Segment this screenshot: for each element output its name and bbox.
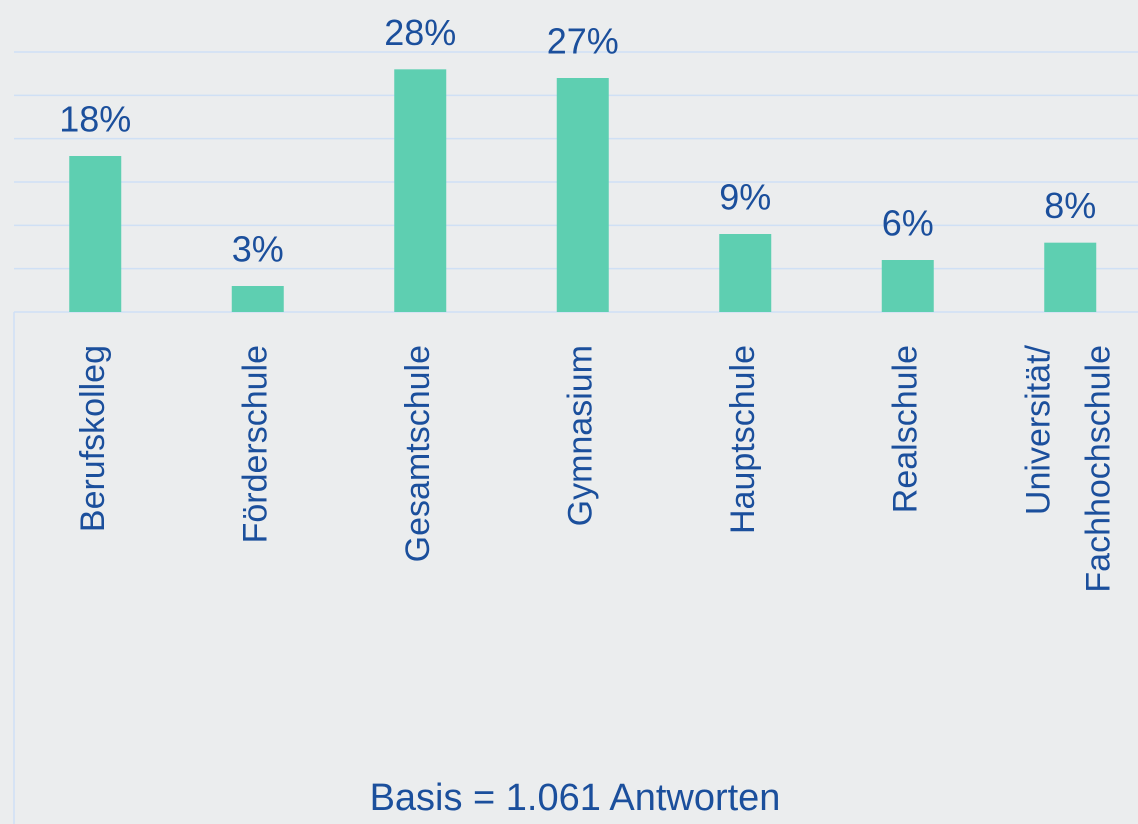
- x-tick-label: Hauptschule: [724, 345, 762, 534]
- x-tick-label: Gymnasium: [562, 345, 600, 526]
- data-label: 28%: [384, 12, 456, 53]
- x-tick-label: Universität/Fachhochschule: [1019, 344, 1117, 592]
- annotation: Basis = 1.061 Antworten: [370, 777, 781, 819]
- label-line: Fachhochschule: [1079, 345, 1117, 593]
- x-tick-label: Gesamtschule: [399, 345, 437, 562]
- bar: [69, 156, 122, 312]
- data-label: 18%: [59, 99, 131, 140]
- bar: [231, 286, 284, 312]
- bar: [394, 69, 447, 312]
- data-label: 8%: [1044, 185, 1096, 226]
- data-label: 3%: [232, 229, 284, 270]
- x-tick-label: Realschule: [887, 345, 925, 513]
- x-tick-label: Förderschule: [237, 345, 275, 543]
- bar: [556, 78, 609, 312]
- bar: [1044, 242, 1097, 312]
- data-label: 9%: [719, 177, 771, 218]
- x-tick-label: Berufskolleg: [74, 345, 112, 532]
- bar: [719, 234, 772, 312]
- bar: [881, 260, 934, 312]
- data-label: 6%: [882, 203, 934, 244]
- data-label: 27%: [547, 21, 619, 62]
- label-line: Universität/: [1019, 344, 1057, 515]
